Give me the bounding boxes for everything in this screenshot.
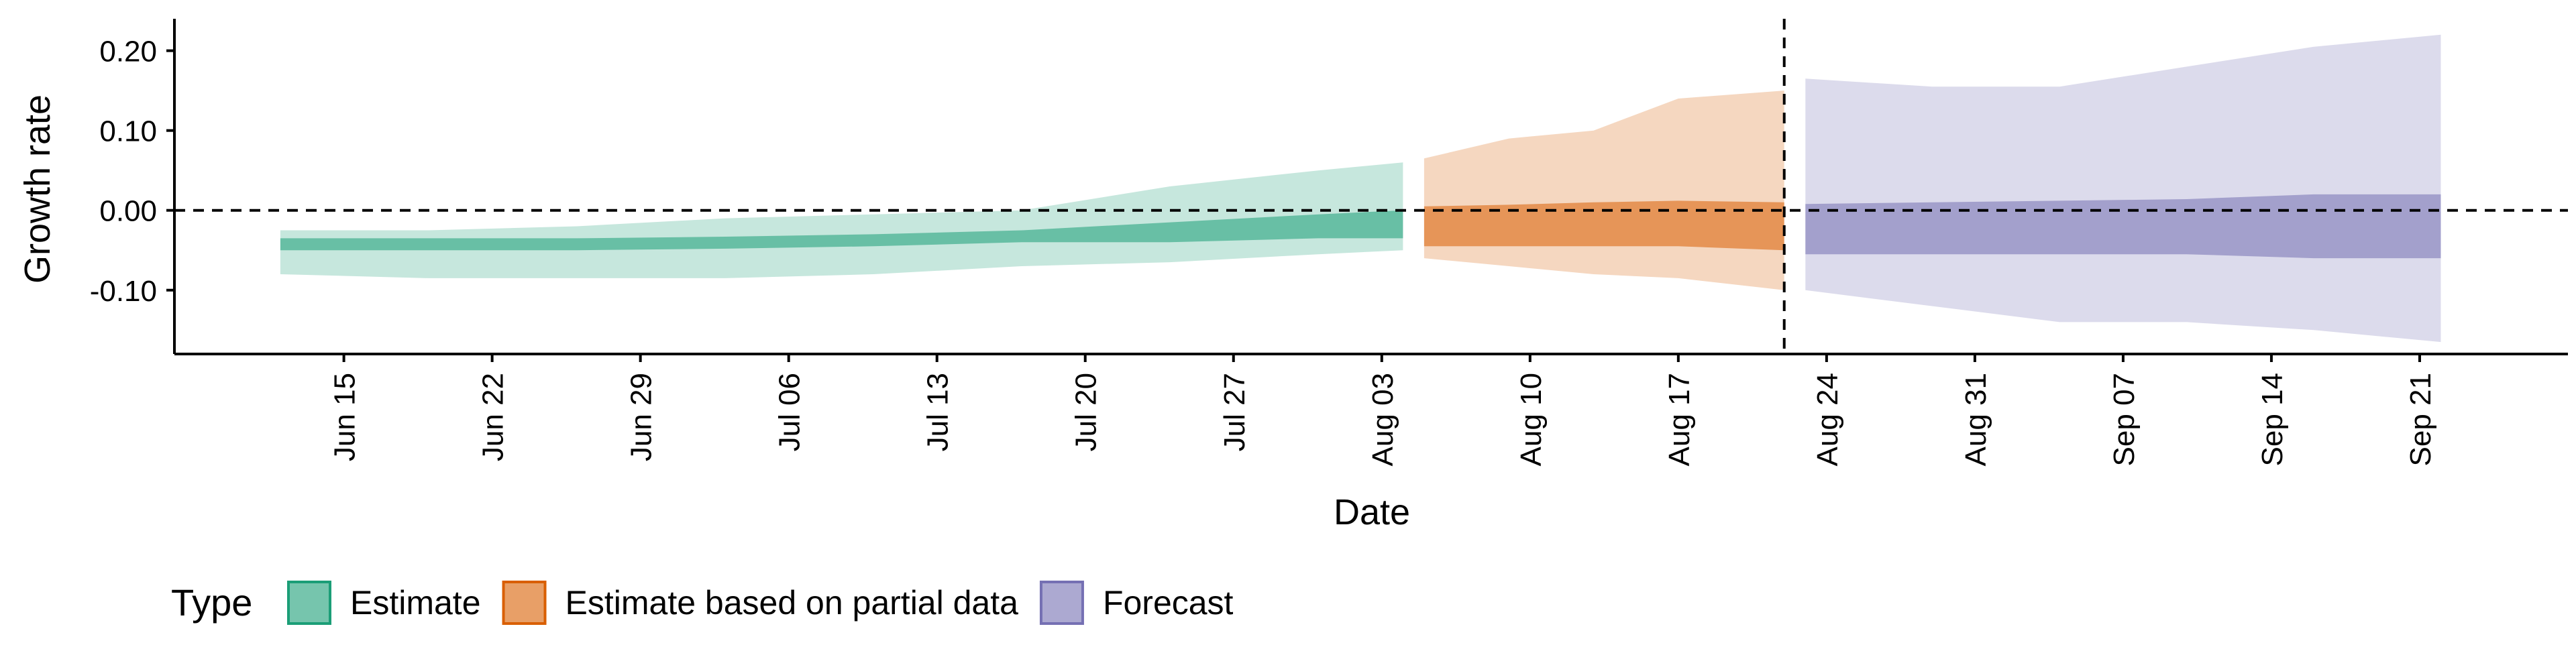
x-tick-label: Sep 14 (2256, 373, 2289, 466)
x-tick-label: Sep 21 (2404, 373, 2437, 466)
legend-swatch-forecast (1039, 581, 1084, 625)
x-tick-label: Jul 20 (1070, 373, 1103, 451)
x-tick-label: Jul 13 (922, 373, 955, 451)
axes: -0.10 0.00 0.10 0.20 Jun 15 Jun 22 Jun 29 Jul 0… (90, 19, 2568, 466)
y-axis-title: Growth rate (17, 95, 58, 284)
x-tick-label: Jul 06 (773, 373, 806, 451)
y-tick-label: 0.00 (99, 195, 157, 228)
legend-swatch-estimate-based-on-partial-data (502, 581, 547, 625)
x-tick-label: Aug 17 (1663, 373, 1696, 466)
y-tick-label: 0.20 (99, 36, 157, 68)
x-tick-label: Sep 07 (2108, 373, 2141, 466)
reference-lines (174, 19, 2568, 354)
y-tick-label: 0.10 (99, 115, 157, 148)
y-tick-label: -0.10 (90, 275, 157, 308)
x-tick-label: Aug 10 (1515, 373, 1548, 466)
estimate-based-on-partial-data-90-band (1424, 91, 1784, 290)
x-tick-label: Aug 24 (1811, 373, 1844, 466)
legend-title: Type (171, 581, 252, 624)
legend-swatch-estimate (287, 581, 331, 625)
legend-label-estimate-based-on-partial-data: Estimate based on partial data (566, 584, 1019, 622)
legend-label-estimate: Estimate (350, 584, 481, 622)
forecast-90-band (1805, 34, 2441, 343)
x-tick-label: Jul 27 (1218, 373, 1251, 451)
x-tick-label: Jun 22 (477, 373, 510, 461)
forecast-50-band (1805, 194, 2441, 259)
legend-label-forecast: Forecast (1103, 584, 1234, 622)
x-axis-title: Date (1334, 492, 1410, 532)
estimate-based-on-partial-data-50-band (1424, 200, 1784, 251)
x-tick-label: Aug 03 (1366, 373, 1399, 466)
x-tick-label: Aug 31 (1960, 373, 1992, 466)
estimate-50-band (280, 210, 1403, 251)
x-tick-label: Jun 15 (329, 373, 362, 461)
x-tick-label: Jun 29 (625, 373, 658, 461)
legend: Type Estimate Estimate based on partial d… (171, 581, 1234, 625)
bands-layer (280, 34, 2441, 343)
